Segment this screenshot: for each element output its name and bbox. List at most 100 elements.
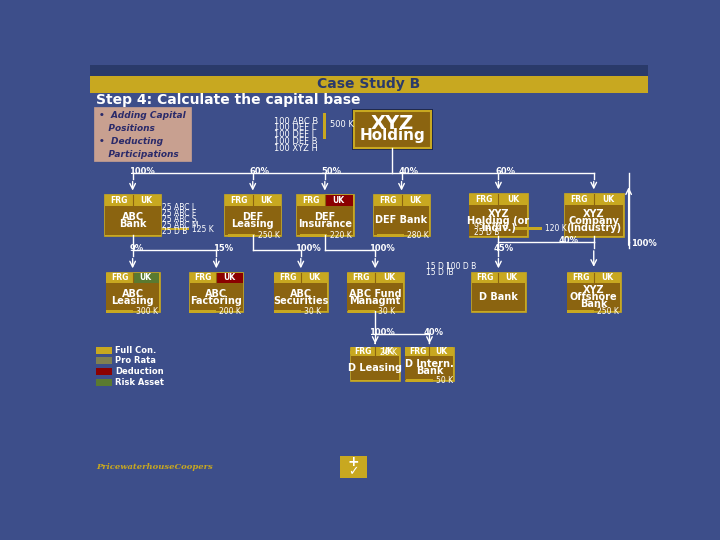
Text: Bank: Bank xyxy=(119,219,146,229)
Bar xyxy=(132,195,161,206)
Text: 50 K: 50 K xyxy=(436,376,454,386)
Text: 125 K: 125 K xyxy=(192,225,214,234)
Text: XYZ: XYZ xyxy=(583,209,605,219)
Bar xyxy=(469,194,528,236)
Bar xyxy=(162,228,189,231)
Text: 15 D L: 15 D L xyxy=(426,262,450,271)
Bar xyxy=(348,310,375,313)
Text: Insurance: Insurance xyxy=(298,219,352,229)
Bar xyxy=(429,347,454,356)
Text: 40%: 40% xyxy=(558,236,578,245)
Text: 280 K: 280 K xyxy=(407,231,428,240)
Bar xyxy=(340,456,367,477)
Text: Case Study B: Case Study B xyxy=(318,77,420,91)
Text: 9%: 9% xyxy=(130,244,144,253)
Text: Bank: Bank xyxy=(580,299,608,309)
Bar xyxy=(323,112,325,139)
Text: UK: UK xyxy=(140,273,152,282)
Text: Holding (or: Holding (or xyxy=(467,215,529,226)
Text: 100 DEF L: 100 DEF L xyxy=(274,124,317,132)
Text: 15 D IB: 15 D IB xyxy=(426,268,453,277)
Text: 95 XYZ B: 95 XYZ B xyxy=(474,222,508,231)
Bar xyxy=(325,195,353,206)
Text: 25 ABC F: 25 ABC F xyxy=(162,209,197,218)
Text: 45%: 45% xyxy=(494,244,514,253)
Bar xyxy=(469,194,498,205)
Text: FRG: FRG xyxy=(570,195,588,204)
Bar xyxy=(564,194,623,236)
Text: UK: UK xyxy=(381,347,393,356)
Text: FRG: FRG xyxy=(354,347,372,356)
Text: FRG: FRG xyxy=(475,195,492,204)
Bar xyxy=(104,194,161,236)
Bar xyxy=(498,194,528,205)
Bar xyxy=(374,195,402,206)
Bar xyxy=(190,273,216,283)
Text: 100%: 100% xyxy=(631,239,657,248)
Bar xyxy=(406,379,433,382)
Bar xyxy=(515,227,542,229)
Bar xyxy=(351,347,399,380)
Bar xyxy=(352,110,433,150)
Bar xyxy=(567,273,620,311)
Text: 100 DEF B: 100 DEF B xyxy=(274,137,318,146)
Bar xyxy=(96,379,112,386)
Bar xyxy=(106,310,132,313)
Text: FRG: FRG xyxy=(230,196,248,205)
Text: FRG: FRG xyxy=(409,347,426,356)
Bar xyxy=(190,273,243,311)
Bar xyxy=(594,194,623,205)
Text: ABC: ABC xyxy=(205,289,228,299)
Bar xyxy=(472,273,525,311)
Text: Leasing: Leasing xyxy=(112,295,154,306)
Text: 15%: 15% xyxy=(213,244,233,253)
Bar xyxy=(253,195,281,206)
Text: 50%: 50% xyxy=(322,166,342,176)
Text: UK: UK xyxy=(333,196,345,205)
Bar xyxy=(377,234,404,237)
Text: 120 K: 120 K xyxy=(545,224,567,233)
Text: 100 XYZ H: 100 XYZ H xyxy=(274,144,318,153)
Text: 25 ABC L: 25 ABC L xyxy=(162,202,196,212)
Bar xyxy=(274,273,327,311)
Text: FRG: FRG xyxy=(572,273,589,282)
Text: 200 K: 200 K xyxy=(220,307,241,316)
Bar xyxy=(96,357,112,364)
Bar xyxy=(346,272,404,312)
Bar xyxy=(564,194,594,205)
Bar xyxy=(350,351,377,354)
Bar xyxy=(351,347,400,381)
Bar xyxy=(297,195,353,235)
Text: 100%: 100% xyxy=(294,244,320,253)
Text: 20 K: 20 K xyxy=(380,348,397,357)
Text: 500 K: 500 K xyxy=(330,120,354,130)
Bar xyxy=(351,347,375,356)
Bar xyxy=(224,194,282,236)
Bar xyxy=(96,347,112,354)
Text: DEF Bank: DEF Bank xyxy=(376,215,428,225)
Text: UK: UK xyxy=(602,195,614,204)
Text: ABC Fund: ABC Fund xyxy=(349,289,402,299)
Text: UK: UK xyxy=(140,196,153,205)
Text: FRG: FRG xyxy=(111,273,128,282)
Text: FRG: FRG xyxy=(477,273,494,282)
Bar xyxy=(274,273,301,283)
Bar xyxy=(567,272,621,312)
Bar xyxy=(472,272,526,312)
Text: UK: UK xyxy=(383,273,395,282)
Bar xyxy=(104,195,161,235)
Bar xyxy=(107,273,132,283)
Text: XYZ: XYZ xyxy=(371,114,414,133)
Text: FRG: FRG xyxy=(302,196,320,205)
Text: DEF: DEF xyxy=(242,212,264,222)
Text: 60%: 60% xyxy=(495,166,516,176)
Text: XYZ: XYZ xyxy=(487,209,509,219)
Text: 30 K: 30 K xyxy=(304,307,321,316)
Text: 100 ABC B: 100 ABC B xyxy=(274,117,319,125)
Text: DEF: DEF xyxy=(314,212,336,222)
Bar xyxy=(274,310,301,313)
Text: 25 D B: 25 D B xyxy=(162,227,187,237)
Text: Risk Asset: Risk Asset xyxy=(114,378,164,387)
Text: UK: UK xyxy=(601,273,613,282)
Bar xyxy=(375,347,399,356)
